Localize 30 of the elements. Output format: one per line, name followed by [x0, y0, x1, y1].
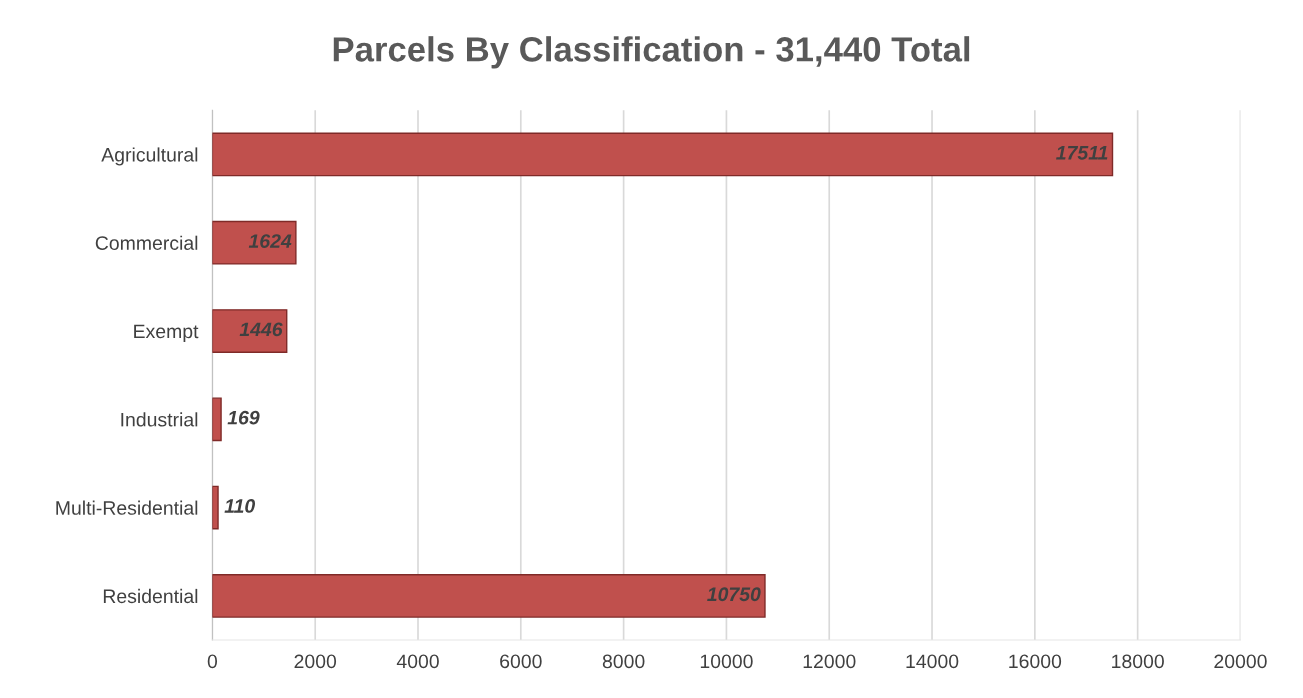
y-tick-label: Multi-Residential: [56, 500, 198, 515]
y-tick-label: Commercial: [95, 235, 198, 250]
y-tick-label: Agricultural: [101, 147, 198, 166]
bar: [212, 485, 219, 530]
bar: [212, 309, 288, 353]
x-tick-label: 6000: [500, 654, 542, 669]
bar: [212, 220, 297, 265]
x-tick-label: 4000: [396, 654, 439, 669]
data-label: 17511: [1056, 146, 1108, 160]
bar: [212, 574, 766, 618]
data-label: 110: [224, 499, 256, 513]
data-label: 10750: [707, 587, 761, 602]
x-tick-label: 10000: [700, 654, 753, 669]
data-label: 1624: [248, 234, 292, 248]
bar: [212, 132, 1114, 177]
x-tick-label: 8000: [602, 654, 645, 669]
data-label: 1446: [239, 322, 283, 337]
x-tick-label: 14000: [906, 654, 959, 669]
x-tick-label: 12000: [803, 654, 856, 669]
bar: [212, 397, 222, 442]
data-label: 169: [227, 410, 260, 425]
x-tick-label: 16000: [1009, 654, 1062, 669]
y-tick-label: Industrial: [121, 412, 198, 427]
x-tick-label: 2000: [294, 654, 337, 669]
x-tick-label: 20000: [1214, 654, 1267, 669]
y-tick-label: Residential: [103, 588, 198, 604]
chart-title: Parcels By Classification - 31,440 Total: [333, 36, 970, 69]
y-tick-label: Exempt: [134, 324, 199, 343]
x-tick-label: 0: [207, 654, 218, 669]
x-tick-label: 18000: [1112, 654, 1164, 669]
